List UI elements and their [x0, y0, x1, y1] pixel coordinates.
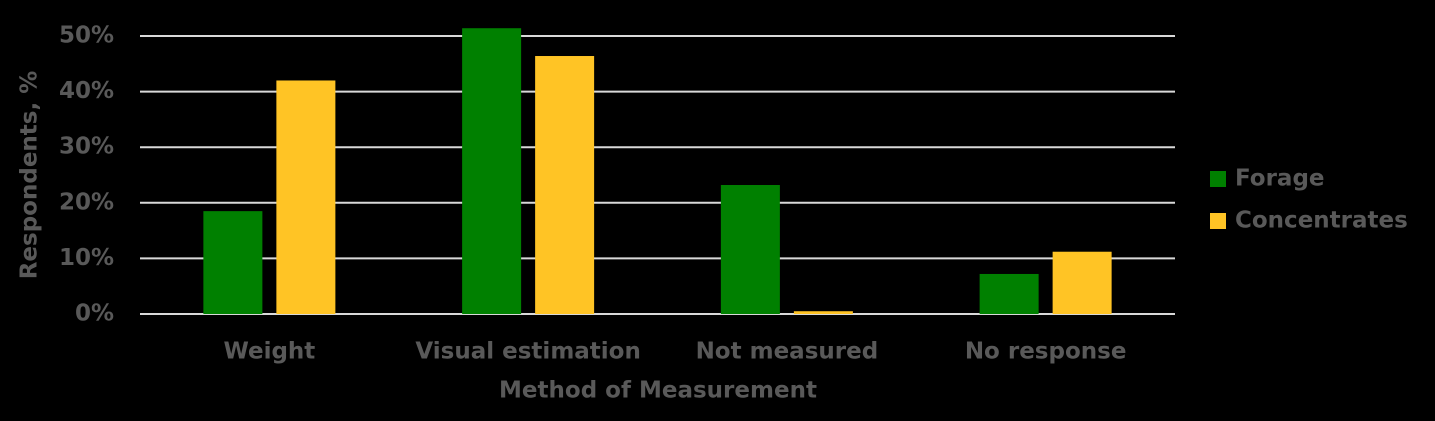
bar — [276, 80, 336, 314]
y-axis-title: Respondents, % — [17, 71, 43, 280]
bar — [793, 311, 853, 314]
legend-swatch — [1210, 171, 1226, 187]
bar — [535, 56, 595, 315]
y-tick-label: 40% — [59, 78, 114, 104]
bar — [979, 273, 1039, 314]
y-tick-label: 0% — [75, 301, 114, 327]
bar — [462, 28, 522, 314]
x-axis-title: Method of Measurement — [499, 378, 817, 404]
legend-label: Forage — [1235, 166, 1325, 192]
bar — [203, 211, 263, 314]
x-tick-label: Not measured — [696, 339, 879, 365]
legend-swatch — [1210, 213, 1226, 229]
bar — [1052, 251, 1112, 314]
y-tick-label: 50% — [59, 23, 114, 49]
legend-label: Concentrates — [1235, 208, 1408, 234]
bar — [720, 185, 780, 314]
y-tick-label: 30% — [59, 134, 114, 160]
x-tick-label: Visual estimation — [415, 339, 640, 365]
x-tick-label: Weight — [223, 339, 315, 365]
y-tick-label: 10% — [59, 245, 114, 271]
x-tick-label: No response — [965, 339, 1127, 365]
y-tick-label: 20% — [59, 189, 114, 215]
